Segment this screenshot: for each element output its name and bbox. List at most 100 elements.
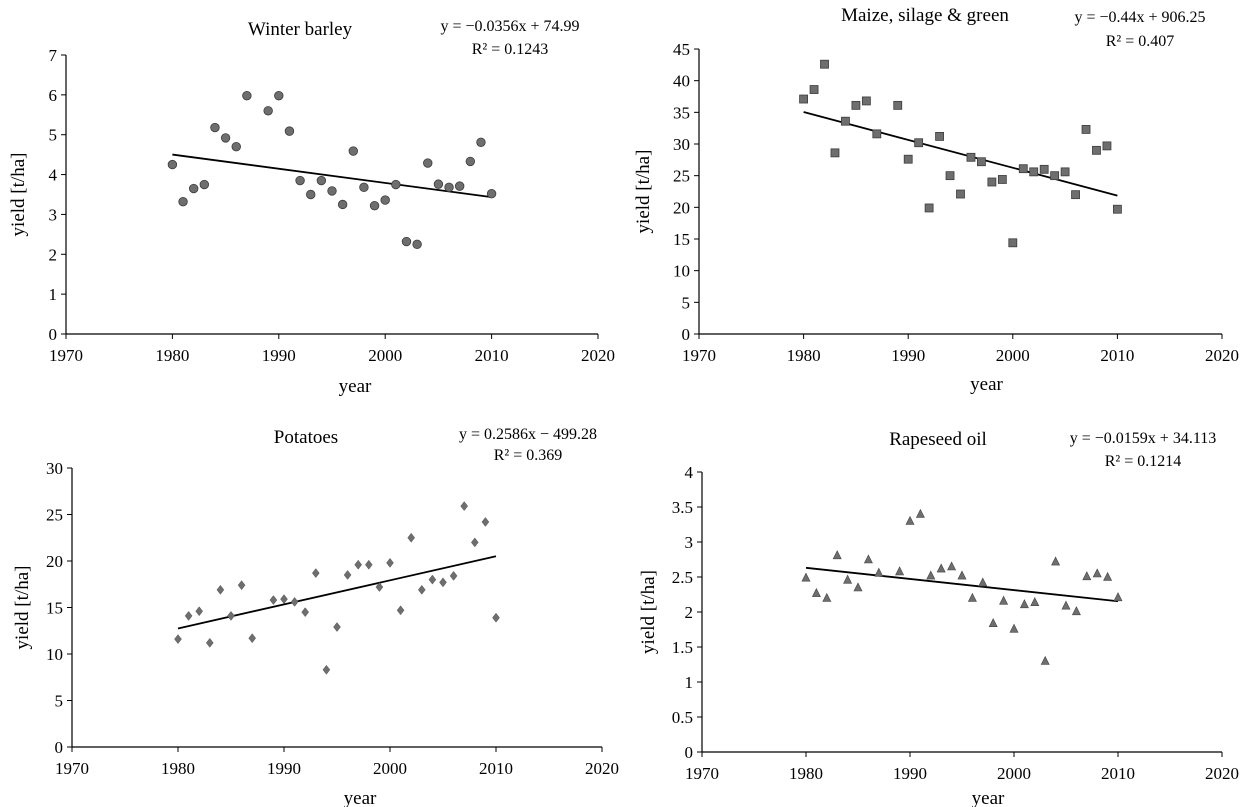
- chart-panel-3: 0 5 10 15 20 25 30 1970 1980 1990 2000 2010 2020 year…: [12, 426, 619, 807]
- chart-panel-1: 0 1 2 3 4 5 6 7 1970 1980 1990 2000 2010 2020 year yiel…: [8, 18, 615, 397]
- data-point: [967, 592, 977, 602]
- data-point: [999, 595, 1009, 605]
- data-point: [915, 508, 925, 518]
- x-tick-label: 2020: [1205, 346, 1239, 365]
- data-point: [178, 196, 188, 207]
- data-point: [248, 633, 257, 644]
- data-point: [811, 587, 821, 597]
- y-axis-title: yield [t/ha]: [8, 153, 29, 237]
- x-tick-label: 2020: [1205, 764, 1239, 783]
- x-tick-label: 1990: [267, 759, 301, 778]
- data-point: [439, 577, 447, 588]
- y-axis-title: yield [t/ha]: [638, 570, 659, 654]
- r-squared-label: R² = 0.369: [494, 447, 563, 464]
- y-tick-label: 15: [46, 599, 63, 618]
- data-point: [851, 100, 861, 110]
- trendline-equation: y = −0.44x + 906.25: [1074, 9, 1205, 26]
- trendline: [803, 111, 1118, 197]
- data-point: [914, 138, 924, 148]
- data-point: [843, 574, 853, 584]
- data-point: [874, 567, 884, 577]
- data-point: [841, 116, 850, 126]
- data-point: [284, 126, 295, 136]
- x-axis-title: year: [972, 788, 1005, 807]
- chart-title: Maize, silage & green: [841, 5, 1009, 26]
- data-point: [301, 607, 310, 618]
- y-tick-label: 5: [55, 692, 64, 711]
- r-squared-label: R² = 0.407: [1106, 33, 1175, 50]
- data-point: [956, 189, 965, 199]
- data-point: [322, 664, 331, 675]
- data-point: [905, 515, 915, 525]
- x-tick-label: 1980: [155, 346, 189, 365]
- data-point: [1039, 164, 1049, 174]
- data-point: [220, 133, 231, 143]
- data-point: [216, 584, 225, 595]
- x-tick-label: 1990: [893, 764, 927, 783]
- data-point: [460, 501, 469, 512]
- data-point: [195, 606, 204, 617]
- data-point: [210, 122, 220, 133]
- data-point: [977, 157, 986, 167]
- trendline: [177, 555, 497, 630]
- data-point: [1051, 556, 1061, 566]
- data-point: [375, 582, 384, 592]
- data-point: [465, 156, 476, 167]
- y-tick-label: 15: [673, 230, 690, 249]
- data-point: [820, 59, 829, 69]
- data-point: [861, 96, 871, 106]
- data-point: [895, 566, 905, 576]
- x-tick-label: 2020: [585, 759, 619, 778]
- data-point: [997, 175, 1007, 184]
- data-point: [1029, 167, 1039, 177]
- data-point: [354, 559, 363, 570]
- data-point: [417, 584, 426, 595]
- trendline-equation: y = 0.2586x − 499.28: [459, 426, 597, 443]
- data-point: [184, 610, 193, 621]
- data-point: [337, 199, 348, 210]
- data-point: [343, 570, 352, 580]
- y-tick-label: 3: [49, 205, 58, 224]
- y-tick-label: 3: [685, 533, 694, 552]
- data-point: [407, 532, 416, 543]
- data-point: [1102, 141, 1112, 151]
- data-point: [1092, 145, 1101, 155]
- x-tick-label: 1980: [789, 764, 823, 783]
- y-axis-title: yield [t/ha]: [633, 150, 654, 234]
- y-tick-label: 1: [49, 285, 58, 304]
- x-tick-label: 1990: [891, 346, 925, 365]
- y-tick-label: 5: [49, 126, 58, 145]
- y-tick-label: 7: [49, 46, 58, 65]
- data-point: [454, 181, 465, 191]
- data-point: [231, 141, 241, 152]
- data-point: [412, 239, 422, 250]
- y-tick-label: 1.5: [672, 638, 693, 657]
- data-point: [1008, 238, 1018, 248]
- data-point: [830, 148, 840, 158]
- data-point: [947, 561, 957, 571]
- trendline-equation: y = −0.0159x + 34.113: [1070, 430, 1216, 447]
- y-tick-label: 3.5: [672, 498, 693, 517]
- data-point: [237, 580, 246, 591]
- chart-panel-2: 0 5 10 15 20 25 30 35 40 45 1970 1980 1990 2000 2010 20…: [633, 5, 1239, 395]
- y-tick-label: 25: [673, 167, 690, 186]
- data-point: [306, 189, 316, 200]
- data-point: [1071, 606, 1081, 616]
- data-point: [1018, 164, 1028, 174]
- x-tick-label: 1990: [262, 346, 296, 365]
- data-point: [1030, 597, 1040, 607]
- data-point: [1040, 655, 1050, 665]
- y-tick-label: 0: [49, 325, 58, 344]
- data-point: [311, 568, 320, 578]
- data-point: [274, 90, 284, 101]
- y-tick-label: 40: [673, 72, 690, 91]
- data-point: [481, 517, 490, 527]
- data-point: [327, 186, 337, 196]
- y-tick-label: 1: [685, 673, 694, 692]
- data-point: [449, 570, 458, 581]
- data-point: [1113, 592, 1123, 602]
- data-point: [263, 106, 273, 116]
- y-tick-label: 10: [673, 262, 690, 281]
- x-tick-label: 2000: [997, 764, 1031, 783]
